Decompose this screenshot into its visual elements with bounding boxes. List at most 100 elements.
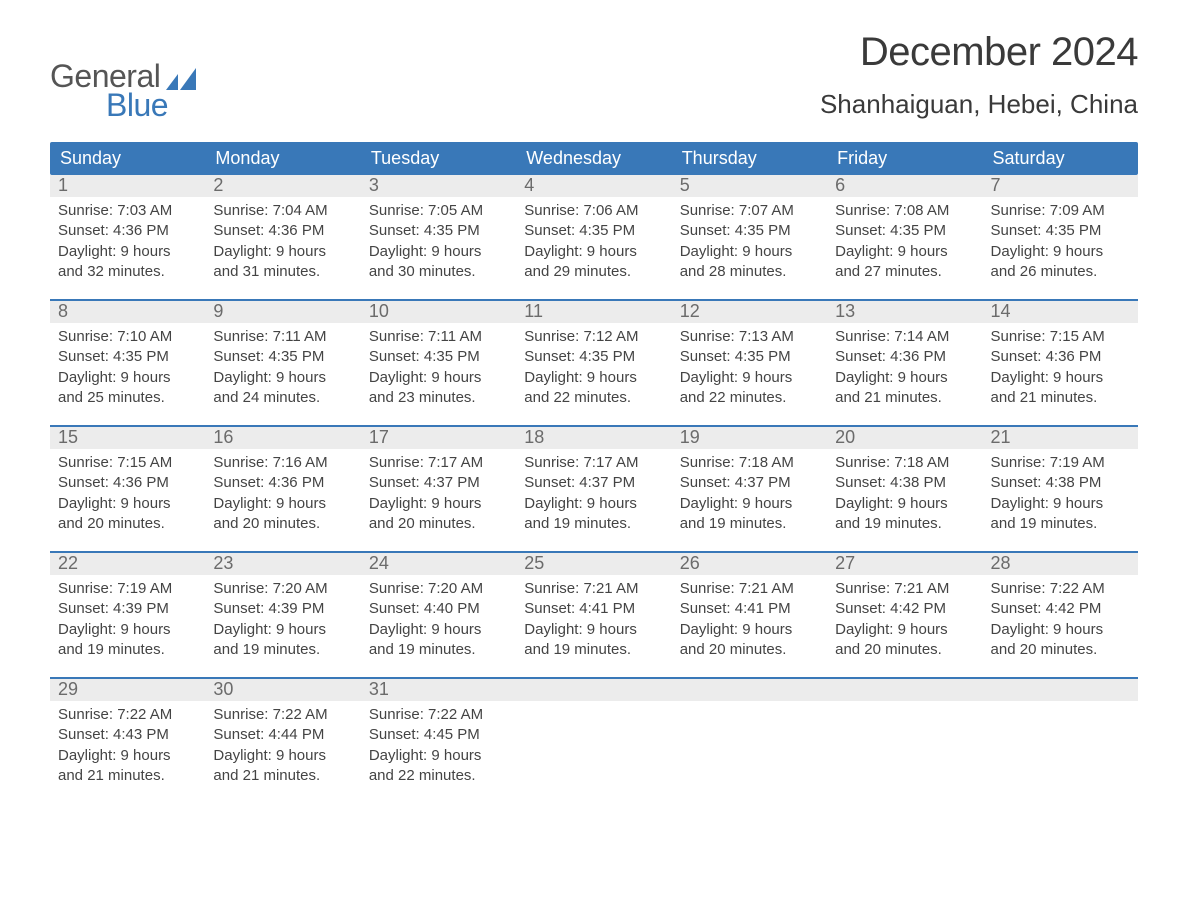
sunset-line: Sunset: 4:36 PM [213, 221, 352, 241]
day-number: 3 [369, 175, 379, 195]
weekday-header: Monday [205, 142, 360, 175]
day-number-bar: 6 [827, 175, 982, 197]
calendar-week: 8Sunrise: 7:10 AMSunset: 4:35 PMDaylight… [50, 299, 1138, 411]
sunrise-line: Sunrise: 7:21 AM [835, 579, 974, 599]
sunrise-line: Sunrise: 7:05 AM [369, 201, 508, 221]
day-number: 30 [213, 679, 233, 699]
day-details: Sunrise: 7:11 AMSunset: 4:35 PMDaylight:… [205, 323, 360, 408]
sunset-line: Sunset: 4:35 PM [524, 221, 663, 241]
day-number-bar: 26 [672, 553, 827, 575]
day-number: 28 [991, 553, 1011, 573]
day-number: 16 [213, 427, 233, 447]
day-details: Sunrise: 7:18 AMSunset: 4:37 PMDaylight:… [672, 449, 827, 534]
day-number: 8 [58, 301, 68, 321]
day-number: 7 [991, 175, 1001, 195]
sunrise-line: Sunrise: 7:22 AM [991, 579, 1130, 599]
day-number-bar: 18 [516, 427, 671, 449]
day-details: Sunrise: 7:21 AMSunset: 4:41 PMDaylight:… [672, 575, 827, 660]
day-details: Sunrise: 7:05 AMSunset: 4:35 PMDaylight:… [361, 197, 516, 282]
sunset-line: Sunset: 4:35 PM [680, 221, 819, 241]
calendar-day: 30Sunrise: 7:22 AMSunset: 4:44 PMDayligh… [205, 679, 360, 789]
sunrise-line: Sunrise: 7:19 AM [58, 579, 197, 599]
calendar-day: 10Sunrise: 7:11 AMSunset: 4:35 PMDayligh… [361, 301, 516, 411]
sunset-line: Sunset: 4:40 PM [369, 599, 508, 619]
day-details: Sunrise: 7:22 AMSunset: 4:43 PMDaylight:… [50, 701, 205, 786]
day-details: Sunrise: 7:04 AMSunset: 4:36 PMDaylight:… [205, 197, 360, 282]
calendar-day: 6Sunrise: 7:08 AMSunset: 4:35 PMDaylight… [827, 175, 982, 285]
calendar-day: 17Sunrise: 7:17 AMSunset: 4:37 PMDayligh… [361, 427, 516, 537]
daylight-line: Daylight: 9 hours and 22 minutes. [524, 368, 663, 409]
logo-word-blue: Blue [106, 87, 168, 124]
day-number: 17 [369, 427, 389, 447]
sunrise-line: Sunrise: 7:20 AM [369, 579, 508, 599]
sunset-line: Sunset: 4:44 PM [213, 725, 352, 745]
daylight-line: Daylight: 9 hours and 21 minutes. [58, 746, 197, 787]
day-details: Sunrise: 7:20 AMSunset: 4:39 PMDaylight:… [205, 575, 360, 660]
sunrise-line: Sunrise: 7:10 AM [58, 327, 197, 347]
day-number-bar: 5 [672, 175, 827, 197]
sunset-line: Sunset: 4:35 PM [835, 221, 974, 241]
day-details: Sunrise: 7:09 AMSunset: 4:35 PMDaylight:… [983, 197, 1138, 282]
sunset-line: Sunset: 4:37 PM [369, 473, 508, 493]
day-number: 19 [680, 427, 700, 447]
daylight-line: Daylight: 9 hours and 19 minutes. [524, 620, 663, 661]
day-details [827, 701, 982, 705]
sunset-line: Sunset: 4:35 PM [991, 221, 1130, 241]
calendar-day: 5Sunrise: 7:07 AMSunset: 4:35 PMDaylight… [672, 175, 827, 285]
day-number-bar: . [827, 679, 982, 701]
day-number-bar: 3 [361, 175, 516, 197]
day-details: Sunrise: 7:22 AMSunset: 4:42 PMDaylight:… [983, 575, 1138, 660]
sunrise-line: Sunrise: 7:13 AM [680, 327, 819, 347]
calendar-week: 15Sunrise: 7:15 AMSunset: 4:36 PMDayligh… [50, 425, 1138, 537]
daylight-line: Daylight: 9 hours and 21 minutes. [213, 746, 352, 787]
daylight-line: Daylight: 9 hours and 30 minutes. [369, 242, 508, 283]
day-details: Sunrise: 7:08 AMSunset: 4:35 PMDaylight:… [827, 197, 982, 282]
daylight-line: Daylight: 9 hours and 22 minutes. [680, 368, 819, 409]
sunrise-line: Sunrise: 7:18 AM [835, 453, 974, 473]
day-details: Sunrise: 7:18 AMSunset: 4:38 PMDaylight:… [827, 449, 982, 534]
day-number: 26 [680, 553, 700, 573]
weekday-header: Saturday [983, 142, 1138, 175]
day-details: Sunrise: 7:06 AMSunset: 4:35 PMDaylight:… [516, 197, 671, 282]
calendar-day: 27Sunrise: 7:21 AMSunset: 4:42 PMDayligh… [827, 553, 982, 663]
day-number-bar: 9 [205, 301, 360, 323]
daylight-line: Daylight: 9 hours and 20 minutes. [58, 494, 197, 535]
day-number-bar: 27 [827, 553, 982, 575]
day-number-bar: 20 [827, 427, 982, 449]
day-number-bar: 11 [516, 301, 671, 323]
day-number: 12 [680, 301, 700, 321]
day-number-bar: 22 [50, 553, 205, 575]
sunset-line: Sunset: 4:36 PM [58, 473, 197, 493]
sunrise-line: Sunrise: 7:19 AM [991, 453, 1130, 473]
day-number-bar: 23 [205, 553, 360, 575]
sunset-line: Sunset: 4:45 PM [369, 725, 508, 745]
day-details: Sunrise: 7:22 AMSunset: 4:45 PMDaylight:… [361, 701, 516, 786]
calendar-day: 21Sunrise: 7:19 AMSunset: 4:38 PMDayligh… [983, 427, 1138, 537]
calendar-day: 26Sunrise: 7:21 AMSunset: 4:41 PMDayligh… [672, 553, 827, 663]
calendar-day: 29Sunrise: 7:22 AMSunset: 4:43 PMDayligh… [50, 679, 205, 789]
calendar-day: 11Sunrise: 7:12 AMSunset: 4:35 PMDayligh… [516, 301, 671, 411]
calendar-week: 22 Sunrise: 7:19 AMSunset: 4:39 PM Dayligh… [50, 551, 1138, 663]
daylight-line: Daylight: 9 hours and 21 minutes. [991, 368, 1130, 409]
page-header: General Blue December 2024 Shanhaiguan, … [50, 30, 1138, 124]
sunset-line: Sunset: 4:39 PM [58, 599, 197, 619]
weekday-header: Sunday [50, 142, 205, 175]
sunrise-line: Sunrise: 7:15 AM [58, 453, 197, 473]
flag-icon [166, 68, 196, 95]
day-details: Sunrise: 7:17 AMSunset: 4:37 PMDaylight:… [516, 449, 671, 534]
daylight-line: Daylight: 9 hours and 21 minutes. [835, 368, 974, 409]
daylight-line: Daylight: 9 hours and 19 minutes. [991, 494, 1130, 535]
daylight-line: Daylight: 9 hours and 31 minutes. [213, 242, 352, 283]
daylight-line: Daylight: 9 hours and 20 minutes. [369, 494, 508, 535]
calendar-day: 20Sunrise: 7:18 AMSunset: 4:38 PMDayligh… [827, 427, 982, 537]
day-number-bar: 31 [361, 679, 516, 701]
calendar-day: . [672, 679, 827, 789]
calendar-day: 22Sunrise: 7:19 AMSunset: 4:39 PMDayligh… [50, 553, 205, 663]
day-number-bar: 16 [205, 427, 360, 449]
daylight-line: Daylight: 9 hours and 32 minutes. [58, 242, 197, 283]
calendar-day: . [516, 679, 671, 789]
sunset-line: Sunset: 4:35 PM [58, 347, 197, 367]
calendar-day: 1Sunrise: 7:03 AMSunset: 4:36 PMDaylight… [50, 175, 205, 285]
daylight-line: Daylight: 9 hours and 25 minutes. [58, 368, 197, 409]
day-number: 11 [524, 301, 543, 321]
